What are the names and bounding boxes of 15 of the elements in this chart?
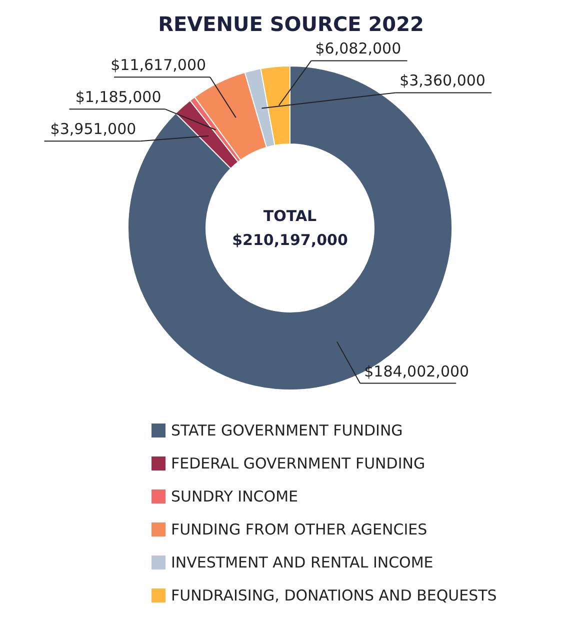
legend-label: SUNDRY INCOME <box>171 488 298 506</box>
data-label: $3,951,000 <box>50 120 136 138</box>
data-label: $6,082,000 <box>315 40 402 58</box>
legend-label: STATE GOVERNMENT FUNDING <box>171 422 403 440</box>
data-label: $3,360,000 <box>400 72 486 90</box>
chart-title: REVENUE SOURCE 2022 <box>158 12 424 36</box>
data-label: $11,617,000 <box>110 56 206 74</box>
data-label: $1,185,000 <box>75 88 162 106</box>
text: $210,197,000 <box>232 231 348 249</box>
legend-label: FEDERAL GOVERNMENT FUNDING <box>171 454 426 472</box>
data-label: $184,002,000 <box>364 362 470 380</box>
legend-label: FUNDRAISING, DONATIONS AND BEQUESTS <box>171 586 497 604</box>
legend-label: INVESTMENT AND RENTAL INCOME <box>171 554 434 572</box>
legend-label: FUNDING FROM OTHER AGENCIES <box>171 520 428 538</box>
text: TOTAL <box>263 207 318 225</box>
